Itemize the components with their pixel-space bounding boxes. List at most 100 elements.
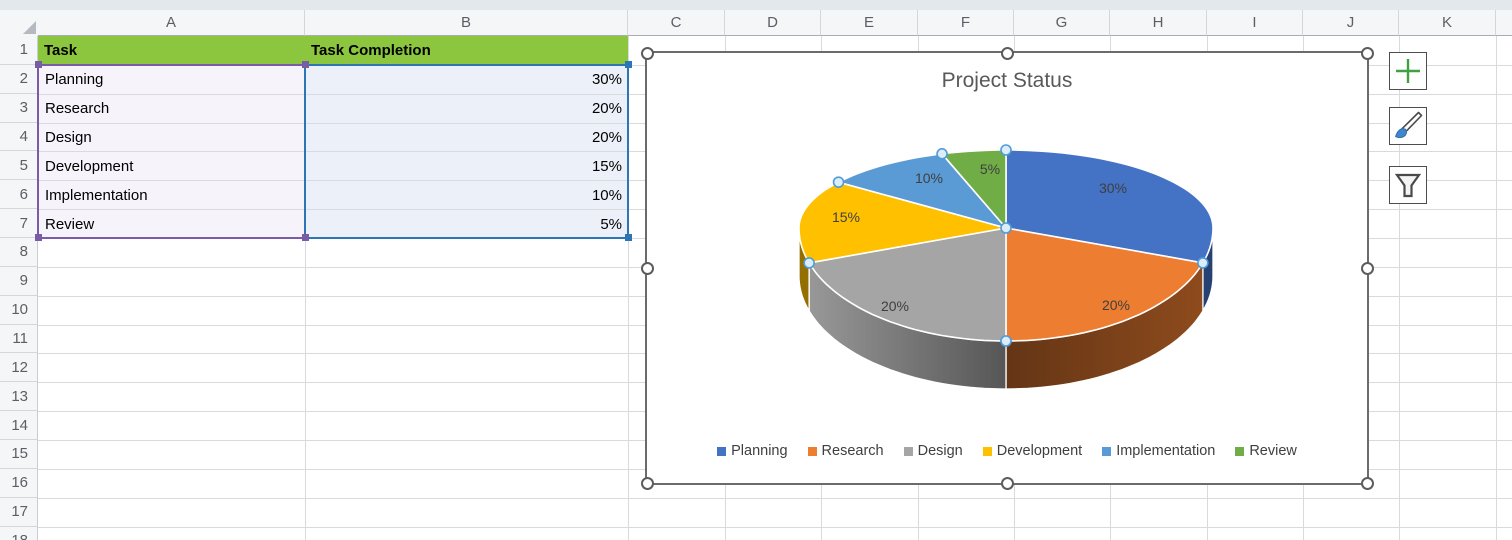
cell-B7[interactable]: 5%: [306, 210, 628, 238]
legend-swatch: [1102, 446, 1112, 456]
pie-slice-research[interactable]: [1005, 227, 1204, 342]
chart-title[interactable]: Project Status: [941, 69, 1073, 92]
column-header-K[interactable]: K: [1399, 10, 1496, 36]
pie-chart: 30% 20% 20% 15% 10% 5%: [798, 144, 1214, 390]
chart-resize-handle[interactable]: [640, 476, 654, 490]
chart-area[interactable]: Project Status 30% 20% 20% 15% 10% 5% Plannin…: [645, 51, 1369, 485]
legend-item-implementation[interactable]: Implementation: [1102, 443, 1215, 459]
cell-A1[interactable]: Task: [38, 36, 305, 65]
row-header-17[interactable]: 17: [0, 497, 38, 527]
grid-line: [305, 36, 306, 540]
chart-elements-button[interactable]: [1389, 52, 1427, 90]
legend-swatch: [903, 446, 913, 456]
column-header-J[interactable]: J: [1303, 10, 1399, 36]
series-point-handle[interactable]: [1000, 144, 1012, 156]
chart-resize-handle[interactable]: [640, 261, 654, 275]
legend-item-design[interactable]: Design: [903, 443, 963, 459]
column-header-D[interactable]: D: [725, 10, 821, 36]
cell-A6[interactable]: Implementation: [39, 181, 305, 210]
select-all-button[interactable]: [0, 10, 39, 37]
row-header-5[interactable]: 5: [0, 151, 38, 181]
chart-resize-handle[interactable]: [1000, 476, 1014, 490]
value-range-handle[interactable]: [624, 61, 632, 69]
grid-line: [1399, 36, 1400, 540]
cell-A3[interactable]: Research: [39, 94, 305, 123]
category-range-handle[interactable]: [301, 61, 309, 69]
cell-B4[interactable]: 20%: [306, 123, 628, 152]
cell-A2[interactable]: Planning: [39, 65, 305, 94]
series-point-handle[interactable]: [1197, 257, 1209, 269]
series-point-handle[interactable]: [832, 176, 845, 188]
row-header-9[interactable]: 9: [0, 266, 38, 296]
legend-item-review[interactable]: Review: [1235, 443, 1297, 459]
cell-B2[interactable]: 30%: [306, 65, 628, 94]
row-header-7[interactable]: 7: [0, 209, 38, 238]
legend-item-research[interactable]: Research: [807, 443, 884, 459]
category-range-handle[interactable]: [34, 61, 42, 69]
column-header-H[interactable]: H: [1110, 10, 1207, 36]
cell-A4[interactable]: Design: [39, 123, 305, 152]
series-point-handle[interactable]: [803, 257, 815, 269]
row-header-3[interactable]: 3: [0, 93, 38, 123]
cell-B5[interactable]: 15%: [306, 152, 628, 181]
grid-line: [1496, 36, 1497, 540]
category-range-handle[interactable]: [301, 234, 309, 242]
funnel-icon: [1394, 173, 1422, 198]
chart-legend[interactable]: Planning Research Design Development Impleme…: [647, 443, 1367, 459]
column-header-B[interactable]: B: [305, 10, 628, 36]
series-point-handle[interactable]: [936, 148, 948, 160]
category-range-handle[interactable]: [34, 234, 42, 242]
row-header-12[interactable]: 12: [0, 353, 38, 383]
column-header-I[interactable]: I: [1207, 10, 1303, 36]
legend-item-planning[interactable]: Planning: [717, 443, 788, 459]
data-label-implementation: 10%: [915, 170, 943, 186]
cell-A7[interactable]: Review: [39, 210, 305, 238]
pie-slice-planning[interactable]: [1005, 149, 1214, 264]
chart-resize-handle[interactable]: [1360, 261, 1374, 275]
chart-resize-handle[interactable]: [1360, 46, 1374, 60]
row-header-4[interactable]: 4: [0, 122, 38, 152]
chart-filters-button[interactable]: [1389, 166, 1427, 204]
legend-label: Planning: [731, 443, 788, 459]
select-all-triangle-icon: [23, 21, 36, 34]
legend-label: Development: [996, 443, 1083, 459]
series-point-handle[interactable]: [1000, 335, 1012, 347]
legend-label: Implementation: [1116, 443, 1216, 459]
legend-label: Review: [1249, 443, 1297, 459]
column-header-E[interactable]: E: [821, 10, 918, 36]
row-header-18[interactable]: 18: [0, 526, 38, 540]
legend-swatch: [807, 446, 817, 456]
row-header-6[interactable]: 6: [0, 180, 38, 210]
legend-item-development[interactable]: Development: [982, 443, 1083, 459]
column-header-C[interactable]: C: [628, 10, 725, 36]
row-header-8[interactable]: 8: [0, 237, 38, 267]
column-header-F[interactable]: F: [918, 10, 1014, 36]
row-header-15[interactable]: 15: [0, 439, 38, 469]
row-header-11[interactable]: 11: [0, 324, 38, 354]
cell-B3[interactable]: 20%: [306, 94, 628, 123]
row-header-1[interactable]: 1: [0, 36, 38, 65]
chart-resize-handle[interactable]: [640, 46, 654, 60]
cell-B1[interactable]: Task Completion: [305, 36, 628, 65]
series-point-handle[interactable]: [1000, 222, 1012, 234]
row-header-2[interactable]: 2: [0, 64, 38, 94]
grid-line: [38, 497, 1512, 499]
pie-slice-implementation[interactable]: [837, 153, 1007, 229]
chart-resize-handle[interactable]: [1000, 46, 1014, 60]
row-header-10[interactable]: 10: [0, 295, 38, 325]
value-range-handle[interactable]: [624, 234, 632, 242]
cell-B6[interactable]: 10%: [306, 181, 628, 210]
row-header-13[interactable]: 13: [0, 382, 38, 412]
cell-A5[interactable]: Development: [39, 152, 305, 181]
legend-swatch: [982, 446, 992, 456]
column-header-G[interactable]: G: [1014, 10, 1110, 36]
chart-styles-button[interactable]: [1389, 107, 1427, 145]
legend-label: Design: [917, 443, 963, 459]
data-label-research: 20%: [1102, 297, 1130, 313]
row-header-16[interactable]: 16: [0, 468, 38, 498]
pie-slice-development[interactable]: [798, 181, 1007, 264]
column-header-A[interactable]: A: [38, 10, 305, 36]
chart-resize-handle[interactable]: [1360, 476, 1374, 490]
pie-slice-design[interactable]: [808, 227, 1007, 342]
row-header-14[interactable]: 14: [0, 411, 38, 440]
